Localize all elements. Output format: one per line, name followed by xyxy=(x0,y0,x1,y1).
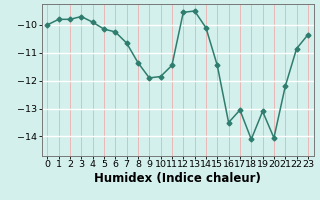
X-axis label: Humidex (Indice chaleur): Humidex (Indice chaleur) xyxy=(94,172,261,185)
